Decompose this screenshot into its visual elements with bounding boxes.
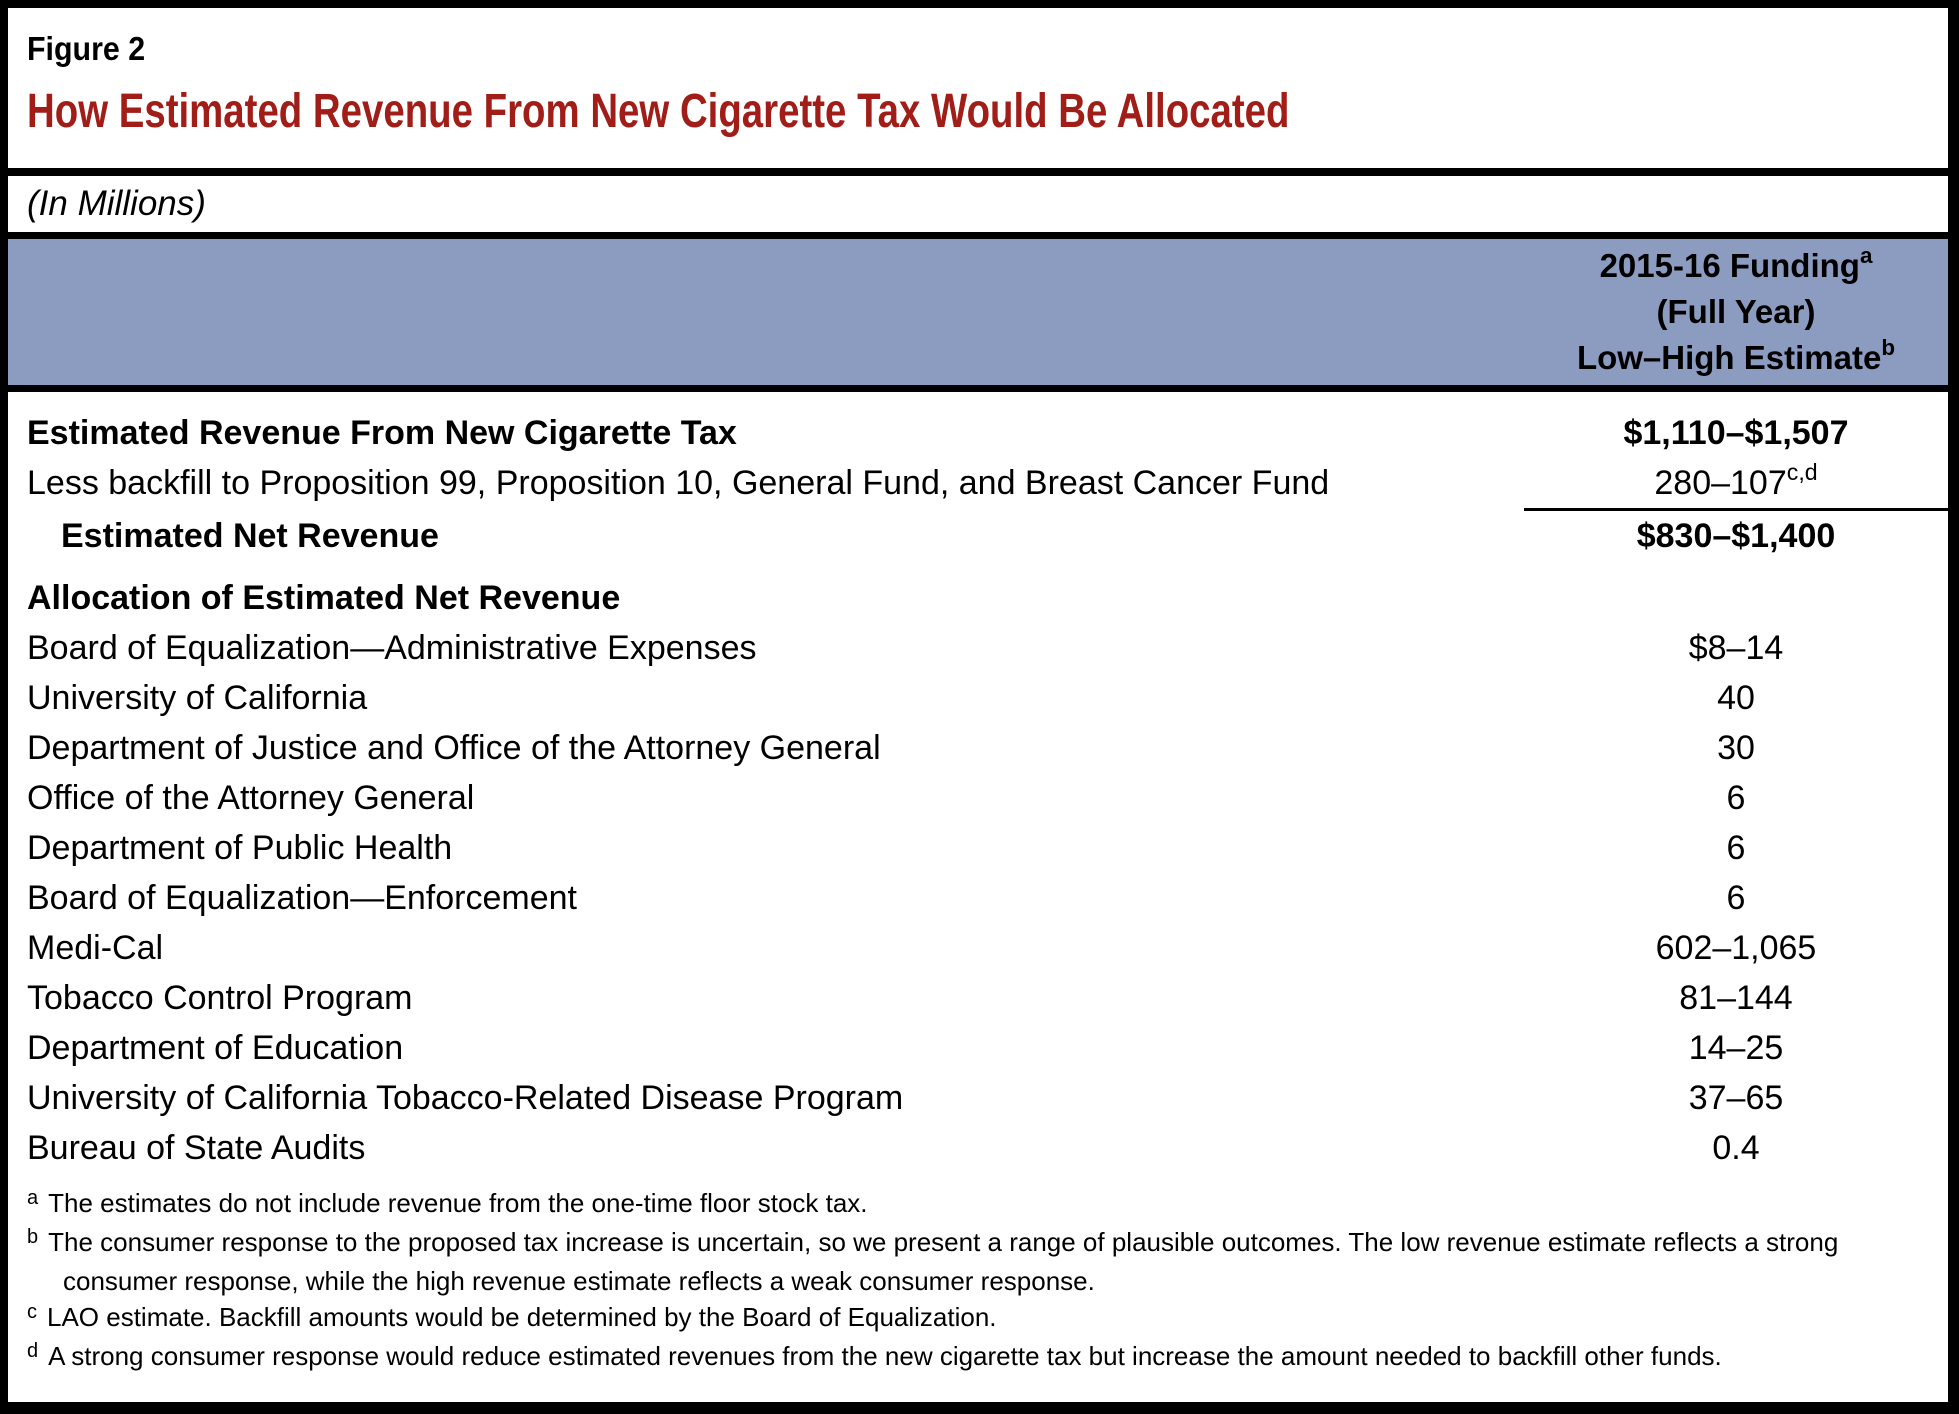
footnote-text: A strong consumer response would reduce … bbox=[48, 1341, 1722, 1371]
column-header-line: (Full Year) bbox=[1524, 289, 1948, 335]
column-header-line: 2015-16 Fundinga bbox=[1524, 243, 1948, 289]
row-value: 14–25 bbox=[1524, 1023, 1948, 1073]
table-row: University of California Tobacco-Related… bbox=[8, 1073, 1948, 1123]
footnote-item: b The consumer response to the proposed t… bbox=[27, 1224, 1934, 1299]
table-row: Allocation of Estimated Net Revenue bbox=[8, 573, 1948, 623]
row-value-text: 602–1,065 bbox=[1655, 929, 1817, 967]
row-label: Estimated Net Revenue bbox=[61, 517, 439, 555]
footnote-letter: a bbox=[27, 1187, 39, 1209]
row-value: $1,110–$1,507 bbox=[1524, 408, 1948, 458]
footnote-item: a The estimates do not include revenue fr… bbox=[27, 1185, 1934, 1224]
horizontal-rule-above-header bbox=[8, 232, 1948, 239]
column-header-funding: 2015-16 Fundinga (Full Year) Low–High Esti… bbox=[1524, 243, 1948, 381]
column-header-footnote-marker: a bbox=[1859, 243, 1873, 268]
table-row: Estimated Net Revenue $830–$1,400 bbox=[8, 511, 1948, 561]
title-block: Figure 2 How Estimated Revenue From New … bbox=[8, 8, 1948, 168]
table-row: Medi-Cal 602–1,065 bbox=[8, 923, 1948, 973]
row-value: 6 bbox=[1524, 873, 1948, 923]
row-label: Department of Justice and Office of the … bbox=[27, 729, 881, 767]
row-label: Allocation of Estimated Net Revenue bbox=[27, 579, 621, 617]
table-row: Department of Justice and Office of the … bbox=[8, 723, 1948, 773]
units-subtitle: (In Millions) bbox=[27, 184, 206, 223]
row-value-footnote-marker: c,d bbox=[1786, 458, 1818, 485]
row-value-text: $830–$1,400 bbox=[1636, 517, 1836, 555]
figure-label: Figure 2 bbox=[27, 30, 146, 67]
column-header-line-text: (Full Year) bbox=[1656, 293, 1816, 330]
footnote-letter: c bbox=[27, 1301, 37, 1323]
row-value bbox=[1524, 573, 1948, 623]
footnote-letter: d bbox=[27, 1340, 39, 1362]
row-value: 0.4 bbox=[1524, 1123, 1948, 1173]
table-row: Estimated Revenue From New Cigarette Tax… bbox=[8, 408, 1948, 458]
table-body: Estimated Revenue From New Cigarette Tax… bbox=[8, 392, 1948, 1173]
row-value-text: 81–144 bbox=[1679, 979, 1793, 1017]
row-value-text: 37–65 bbox=[1688, 1079, 1784, 1117]
row-label: University of California bbox=[27, 679, 368, 717]
figure-title: How Estimated Revenue From New Cigarette… bbox=[27, 85, 1290, 138]
row-label: Board of Equalization—Administrative Exp… bbox=[27, 629, 757, 667]
table-row: University of California 40 bbox=[8, 673, 1948, 723]
footnote-item: c LAO estimate. Backfill amounts would be… bbox=[27, 1299, 1934, 1338]
row-value: 37–65 bbox=[1524, 1073, 1948, 1123]
row-label: Estimated Revenue From New Cigarette Tax bbox=[27, 414, 737, 452]
row-label: Office of the Attorney General bbox=[27, 779, 475, 817]
row-label: Tobacco Control Program bbox=[27, 979, 413, 1017]
row-value: 280–107c,d bbox=[1524, 458, 1948, 508]
row-value-text: 280–107 bbox=[1654, 464, 1787, 502]
table-row: Tobacco Control Program 81–144 bbox=[8, 973, 1948, 1023]
row-label: Less backfill to Proposition 99, Proposi… bbox=[27, 464, 1330, 502]
row-label: University of California Tobacco-Related… bbox=[27, 1079, 904, 1117]
footnote-text: The estimates do not include revenue fro… bbox=[48, 1188, 868, 1218]
row-value: $8–14 bbox=[1524, 623, 1948, 673]
column-header-line-text: 2015-16 Funding bbox=[1599, 247, 1860, 284]
row-value: $830–$1,400 bbox=[1524, 511, 1948, 561]
table-row: Less backfill to Proposition 99, Proposi… bbox=[8, 458, 1948, 508]
row-value-text: 6 bbox=[1726, 879, 1746, 917]
row-value: 40 bbox=[1524, 673, 1948, 723]
table-row: Department of Education 14–25 bbox=[8, 1023, 1948, 1073]
column-header-line: Low–High Estimateb bbox=[1524, 335, 1948, 381]
table-row: Board of Equalization—Enforcement 6 bbox=[8, 873, 1948, 923]
row-label: Board of Equalization—Enforcement bbox=[27, 879, 577, 917]
column-header-line-text: Low–High Estimate bbox=[1576, 339, 1882, 376]
footnote-text: The consumer response to the proposed ta… bbox=[48, 1227, 1839, 1296]
row-value: 81–144 bbox=[1524, 973, 1948, 1023]
row-value-text: 0.4 bbox=[1712, 1129, 1760, 1167]
row-label: Medi-Cal bbox=[27, 929, 164, 967]
row-value: 6 bbox=[1524, 823, 1948, 873]
row-value-text: $1,110–$1,507 bbox=[1623, 414, 1849, 452]
row-value: 6 bbox=[1524, 773, 1948, 823]
column-header-footnote-marker: b bbox=[1881, 335, 1896, 360]
column-header-band: 2015-16 Fundinga (Full Year) Low–High Esti… bbox=[8, 239, 1948, 385]
row-label: Bureau of State Audits bbox=[27, 1129, 366, 1167]
footnote-letter: b bbox=[27, 1226, 39, 1248]
table-row: Bureau of State Audits 0.4 bbox=[8, 1123, 1948, 1173]
row-value-text: 40 bbox=[1717, 679, 1755, 717]
row-value-text: $8–14 bbox=[1688, 629, 1784, 667]
table-row: Department of Public Health 6 bbox=[8, 823, 1948, 873]
row-value-text: 30 bbox=[1717, 729, 1755, 767]
row-label: Department of Public Health bbox=[27, 829, 453, 867]
footnotes-block: a The estimates do not include revenue fr… bbox=[8, 1173, 1948, 1377]
row-value: 602–1,065 bbox=[1524, 923, 1948, 973]
subtotal-rule bbox=[1524, 508, 1948, 511]
row-value: 30 bbox=[1524, 723, 1948, 773]
horizontal-rule-below-header bbox=[8, 385, 1948, 392]
row-value-text: 6 bbox=[1726, 829, 1746, 867]
table-row: Board of Equalization—Administrative Exp… bbox=[8, 623, 1948, 673]
footnote-text: LAO estimate. Backfill amounts would be … bbox=[47, 1302, 997, 1332]
row-label: Department of Education bbox=[27, 1029, 404, 1067]
row-value-text: 6 bbox=[1726, 779, 1746, 817]
table-row: Office of the Attorney General 6 bbox=[8, 773, 1948, 823]
horizontal-rule-top bbox=[8, 168, 1948, 176]
footnote-item: d A strong consumer response would reduce… bbox=[27, 1338, 1934, 1377]
row-value-text: 14–25 bbox=[1688, 1029, 1784, 1067]
